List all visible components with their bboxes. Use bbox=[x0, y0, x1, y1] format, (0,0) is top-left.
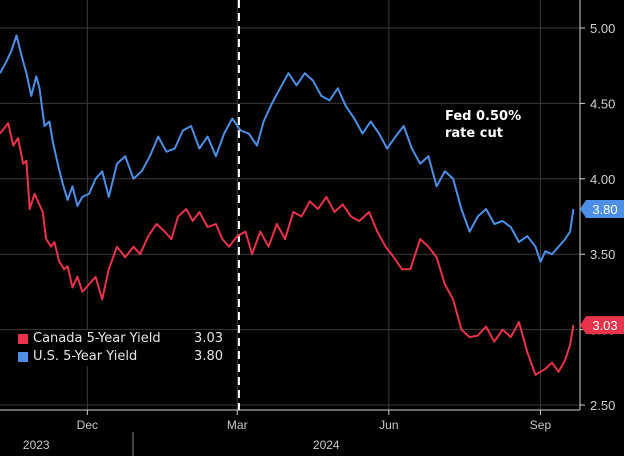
y-tick-label: 4.00 bbox=[590, 172, 615, 187]
legend-item-us: U.S. 5-Year Yield 3.80 bbox=[18, 348, 223, 366]
end-marker-shape bbox=[580, 316, 624, 335]
end-marker-shape bbox=[580, 199, 624, 218]
legend-item-canada: Canada 5-Year Yield 3.03 bbox=[18, 330, 223, 348]
y-tick-label: 2.50 bbox=[590, 398, 615, 413]
legend-swatch-canada bbox=[18, 334, 28, 344]
x-tick-label: Dec bbox=[77, 418, 98, 432]
series-line-us bbox=[0, 34, 575, 263]
x-tick-label: Mar bbox=[227, 418, 248, 432]
series-lines bbox=[0, 34, 575, 376]
end-marker-label: 3.80 bbox=[592, 202, 617, 217]
x-tick-label: Jun bbox=[379, 418, 398, 432]
year-label: 2024 bbox=[313, 438, 340, 452]
legend-label-canada: Canada 5-Year Yield bbox=[33, 331, 161, 346]
series-line-canada bbox=[0, 122, 575, 376]
x-tick-label: Sep bbox=[530, 418, 552, 432]
y-tick-label: 3.50 bbox=[590, 247, 615, 262]
legend-value-canada: 3.03 bbox=[194, 331, 223, 346]
annotation-line-1: Fed 0.50% bbox=[445, 109, 521, 124]
y-tick-label: 4.50 bbox=[590, 96, 615, 111]
legend-label-us: U.S. 5-Year Yield bbox=[33, 349, 138, 364]
end-value-markers: 3.03 3.80 bbox=[580, 199, 624, 335]
legend-swatch-us bbox=[18, 352, 28, 362]
end-marker-label: 3.03 bbox=[592, 318, 617, 333]
y-tick-label: 5.00 bbox=[590, 21, 615, 36]
end-marker-canada: 3.03 bbox=[580, 316, 624, 335]
legend-value-us: 3.80 bbox=[194, 349, 223, 364]
legend: Canada 5-Year Yield 3.03 U.S. 5-Year Yie… bbox=[18, 330, 223, 366]
end-marker-us: 3.80 bbox=[580, 199, 624, 218]
annotation-line-2: rate cut bbox=[445, 126, 503, 141]
plot-frame bbox=[0, 0, 581, 411]
year-label: 2023 bbox=[23, 438, 50, 452]
x-axis: Dec Mar Jun Sep 2023 2024 bbox=[23, 410, 552, 456]
